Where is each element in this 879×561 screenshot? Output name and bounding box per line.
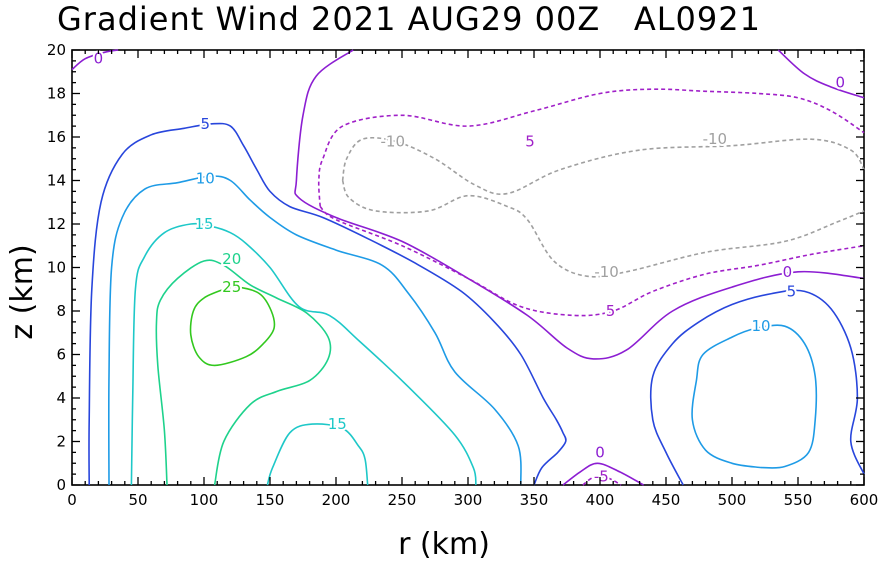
x-tick-label: 200 bbox=[322, 491, 351, 509]
contour-layer bbox=[71, 49, 865, 486]
axis-ticks: 0 50 100 150 200 250 300 350 400 450 500 550 6000246… bbox=[47, 41, 878, 509]
contour-line-level-20 bbox=[155, 259, 332, 486]
contour-line-level-15 bbox=[266, 423, 369, 486]
contour-line-level-5 bbox=[649, 289, 865, 486]
contour-line-level-15 bbox=[130, 222, 477, 486]
contour-label: 5 bbox=[606, 302, 616, 320]
y-tick-label: 16 bbox=[47, 128, 66, 146]
y-tick-label: 6 bbox=[56, 346, 66, 364]
x-tick-label: 0 bbox=[67, 491, 77, 509]
contour-label: -10 bbox=[381, 132, 406, 150]
contour-line-level-25 bbox=[189, 286, 276, 367]
contour-label: 10 bbox=[196, 169, 215, 187]
contour-line-level-0 bbox=[294, 49, 865, 360]
contour-label: 5 bbox=[201, 115, 211, 133]
x-tick-label: 550 bbox=[784, 491, 813, 509]
x-axis-title: r (km) bbox=[398, 527, 490, 561]
contour-line-level-10 bbox=[107, 175, 522, 486]
contour-label: 20 bbox=[222, 250, 241, 268]
y-tick-label: 20 bbox=[47, 41, 66, 59]
x-tick-label: 150 bbox=[256, 491, 285, 509]
contour-line-level-0 bbox=[71, 49, 119, 71]
contour-line-level-neg5 bbox=[582, 475, 622, 486]
x-tick-label: 400 bbox=[586, 491, 615, 509]
contour-label: -10 bbox=[703, 130, 728, 148]
x-tick-label: 100 bbox=[190, 491, 219, 509]
contour-label: 15 bbox=[194, 215, 213, 233]
contour-label: 25 bbox=[222, 278, 241, 296]
chart-title: Gradient Wind 2021 AUG29 00Z AL0921 bbox=[57, 0, 761, 38]
y-tick-label: 12 bbox=[47, 215, 66, 233]
contour-line-level-10 bbox=[691, 324, 818, 469]
y-tick-label: 2 bbox=[56, 433, 66, 451]
contour-line-level-neg5 bbox=[317, 88, 865, 207]
contour-label: 0 bbox=[94, 50, 104, 68]
contour-label: -5 bbox=[594, 467, 609, 485]
x-tick-label: 500 bbox=[718, 491, 747, 509]
contour-label: 5 bbox=[787, 282, 797, 300]
contour-label: 0 bbox=[595, 443, 605, 461]
contour-line-level-neg5 bbox=[319, 205, 865, 317]
y-tick-label: 14 bbox=[47, 172, 66, 190]
contour-line-level-0 bbox=[777, 49, 865, 99]
contour-label: 15 bbox=[328, 415, 347, 433]
contour-label: 0 bbox=[783, 263, 793, 281]
y-tick-label: 10 bbox=[47, 259, 66, 277]
contour-line-level-0 bbox=[562, 462, 644, 486]
x-tick-label: 350 bbox=[520, 491, 549, 509]
y-tick-label: 8 bbox=[56, 302, 66, 320]
contour-line-level-neg10 bbox=[341, 136, 865, 195]
contour-label: 0 bbox=[835, 74, 845, 92]
x-tick-label: 600 bbox=[850, 491, 879, 509]
y-axis-title: z (km) bbox=[5, 244, 40, 339]
contour-label: 5 bbox=[525, 132, 535, 150]
y-tick-label: 4 bbox=[56, 389, 66, 407]
x-tick-label: 450 bbox=[652, 491, 681, 509]
contour-line-level-5 bbox=[88, 122, 567, 486]
x-tick-label: 300 bbox=[454, 491, 483, 509]
x-tick-label: 250 bbox=[388, 491, 417, 509]
y-tick-label: 0 bbox=[56, 476, 66, 494]
y-tick-label: 18 bbox=[47, 85, 66, 103]
contour-label: 10 bbox=[751, 317, 770, 335]
x-tick-label: 50 bbox=[128, 491, 147, 509]
contour-label: -10 bbox=[594, 263, 619, 281]
